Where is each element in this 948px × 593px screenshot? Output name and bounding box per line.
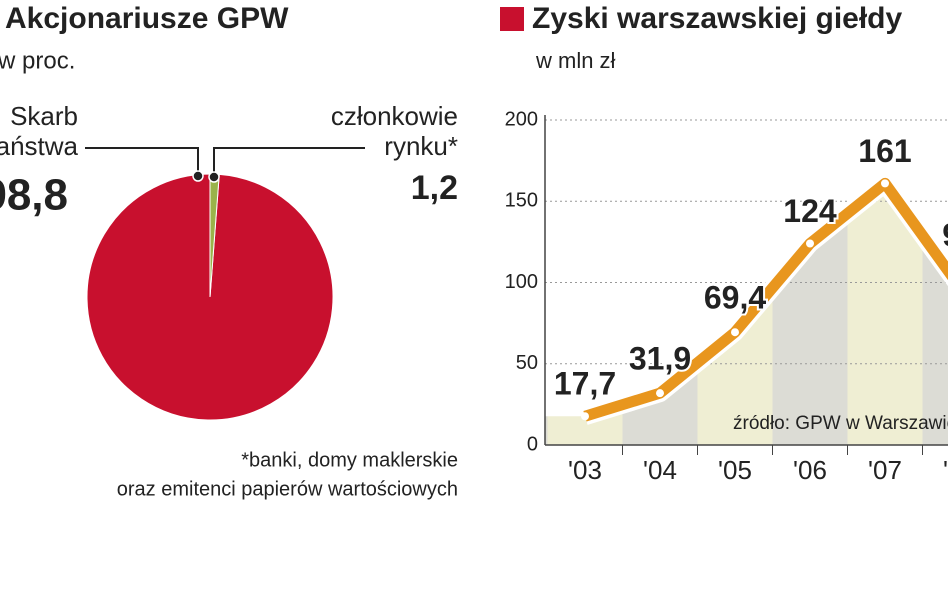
leader-line bbox=[213, 147, 365, 177]
value-label: 1,2 bbox=[411, 169, 458, 207]
footnote: *banki, domy maklerskie bbox=[241, 449, 458, 471]
x-tick-label: '06 bbox=[793, 455, 827, 485]
leader-dot bbox=[192, 170, 204, 182]
x-tick-label: '05 bbox=[718, 455, 752, 485]
x-tick-label: '03 bbox=[568, 455, 602, 485]
footnote: oraz emitenci papierów wartościowych bbox=[117, 478, 458, 500]
value-label: 17,7 bbox=[554, 366, 616, 402]
line-subtitle: w mln zł bbox=[535, 48, 616, 73]
value-label: 161 bbox=[858, 133, 911, 169]
slice-label: Skarbpaństwa bbox=[0, 101, 79, 161]
leader-dot bbox=[208, 171, 220, 183]
y-tick-label: 50 bbox=[516, 352, 538, 374]
point bbox=[806, 239, 814, 248]
line bbox=[583, 177, 948, 422]
pie-subtitle: w proc. bbox=[0, 47, 75, 74]
point bbox=[581, 412, 589, 421]
line-title: Zyski warszawskiej giełdy bbox=[532, 2, 903, 35]
point bbox=[731, 328, 739, 337]
value-label: 69,4 bbox=[704, 280, 766, 316]
y-tick-label: 0 bbox=[527, 433, 538, 455]
slice-label: członkowie rynku* bbox=[331, 101, 458, 161]
value-label: 31,9 bbox=[629, 341, 691, 377]
leader-line bbox=[85, 147, 199, 175]
y-tick-label: 100 bbox=[505, 271, 538, 293]
value-label: 124 bbox=[783, 193, 837, 229]
source: źródło: GPW w Warszawie bbox=[733, 413, 948, 434]
legend-swatch bbox=[500, 7, 524, 31]
x-tick-label: '08 bbox=[943, 455, 948, 485]
y-tick-label: 150 bbox=[505, 190, 538, 212]
point bbox=[881, 179, 889, 188]
pie-title: Akcjonariusze GPW bbox=[5, 2, 289, 35]
x-tick-label: '04 bbox=[643, 455, 677, 485]
value-label: 98,8 bbox=[0, 171, 68, 220]
point bbox=[656, 389, 664, 398]
y-tick-label: 200 bbox=[505, 108, 538, 130]
x-tick-label: '07 bbox=[868, 455, 902, 485]
value-label: 97 bbox=[942, 217, 948, 253]
